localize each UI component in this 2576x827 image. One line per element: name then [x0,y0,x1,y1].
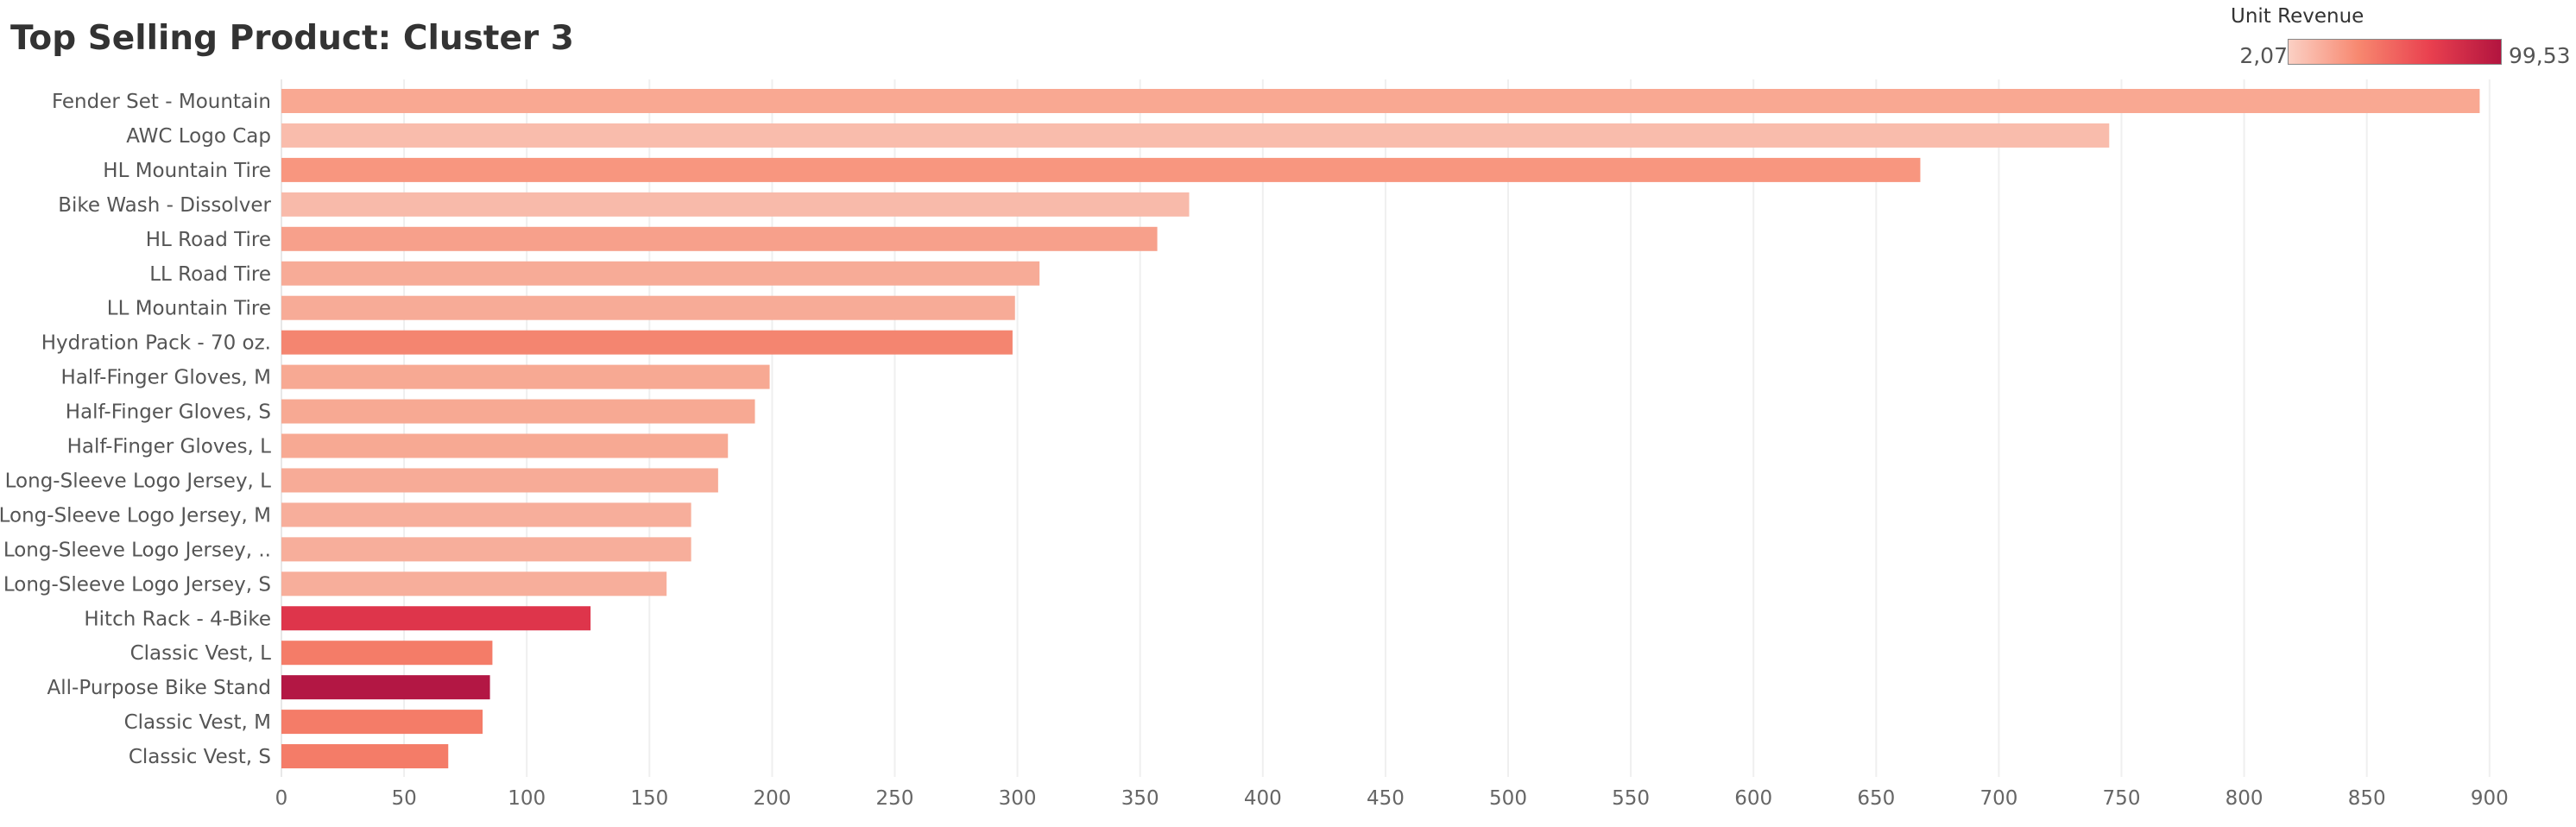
bar[interactable] [281,433,729,458]
x-tick-label: 750 [2103,787,2141,810]
category-label: Long-Sleeve Logo Jersey, M [0,504,271,527]
x-tick-label: 100 [508,787,546,810]
gridlines [281,79,2491,777]
bars [281,89,2480,769]
bar[interactable] [281,502,691,527]
x-tick-label: 50 [391,787,416,810]
bar[interactable] [281,710,483,735]
x-tick-label: 600 [1734,787,1772,810]
x-tick-label: 850 [2348,787,2386,810]
category-label: Hydration Pack - 70 oz. [41,332,271,355]
legend-color-ramp [2288,39,2502,65]
category-labels: Fender Set - Mountain AWC Logo Cap HL Moun… [0,91,272,768]
x-tick-label: 200 [753,787,791,810]
category-label: Fender Set - Mountain [52,91,271,113]
bar[interactable] [281,364,770,389]
category-label: Half-Finger Gloves, M [61,367,271,389]
chart-title: Top Selling Product: Cluster 3 [10,19,574,58]
category-label: Half-Finger Gloves, L [67,436,272,458]
x-tick-label: 700 [1979,787,2017,810]
x-tick-label: 0 [275,787,288,810]
bar[interactable] [281,606,591,631]
x-tick-label: 650 [1857,787,1895,810]
x-tick-label: 450 [1367,787,1405,810]
category-label: LL Road Tire [149,263,271,286]
color-legend: Unit Revenue 2,07 99,53 [2227,0,2573,78]
x-tick-label: 150 [630,787,668,810]
legend-max-label: 99,53 [2509,43,2571,68]
bar[interactable] [281,123,2110,148]
bar[interactable] [281,192,1190,217]
category-label: Classic Vest, L [130,642,272,665]
bar[interactable] [281,571,667,597]
x-tick-label: 400 [1244,787,1282,810]
x-tick-label: 900 [2471,787,2509,810]
category-label: Half-Finger Gloves, S [66,401,271,424]
bar[interactable] [281,744,449,769]
x-tick-label: 800 [2226,787,2263,810]
bar[interactable] [281,468,718,493]
x-tick-label: 500 [1489,787,1527,810]
x-tick-label: 250 [876,787,914,810]
category-label: Classic Vest, M [124,711,271,734]
bar[interactable] [281,537,691,562]
bar[interactable] [281,641,493,666]
x-axis-ticks: 0 50 100 150 200 250 300 350 400 450 500 550 600 650 7… [275,787,2509,810]
x-tick-label: 350 [1121,787,1159,810]
category-label: Classic Vest, S [129,746,271,768]
category-label: Long-Sleeve Logo Jersey, L [5,470,272,492]
bar[interactable] [281,89,2480,113]
category-label: HL Mountain Tire [103,160,271,182]
category-label: Long-Sleeve Logo Jersey, S [3,573,271,596]
category-label: HL Road Tire [146,229,271,251]
category-label: Bike Wash - Dissolver [58,194,271,217]
legend-min-label: 2,07 [2239,43,2288,68]
bar[interactable] [281,295,1015,320]
x-tick-label: 300 [999,787,1037,810]
bar[interactable] [281,261,1040,286]
bar[interactable] [281,157,1921,182]
bar[interactable] [281,399,755,424]
bar[interactable] [281,330,1013,355]
category-label: Long-Sleeve Logo Jersey, .. [3,539,271,561]
x-tick-label: 550 [1612,787,1650,810]
category-label: Hitch Rack - 4-Bike [84,608,271,630]
bar[interactable] [281,675,490,700]
bar[interactable] [281,226,1158,251]
category-label: LL Mountain Tire [107,298,271,320]
category-label: AWC Logo Cap [126,125,271,148]
category-label: All-Purpose Bike Stand [47,677,271,699]
legend-title: Unit Revenue [2231,5,2364,28]
